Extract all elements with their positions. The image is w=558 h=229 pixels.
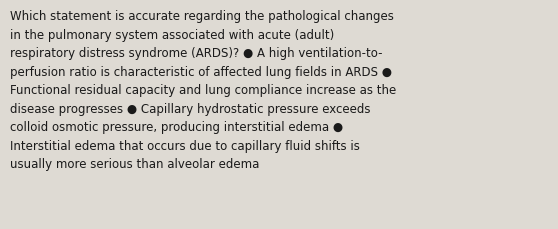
Text: Which statement is accurate regarding the pathological changes
in the pulmonary : Which statement is accurate regarding th… [10, 10, 396, 171]
